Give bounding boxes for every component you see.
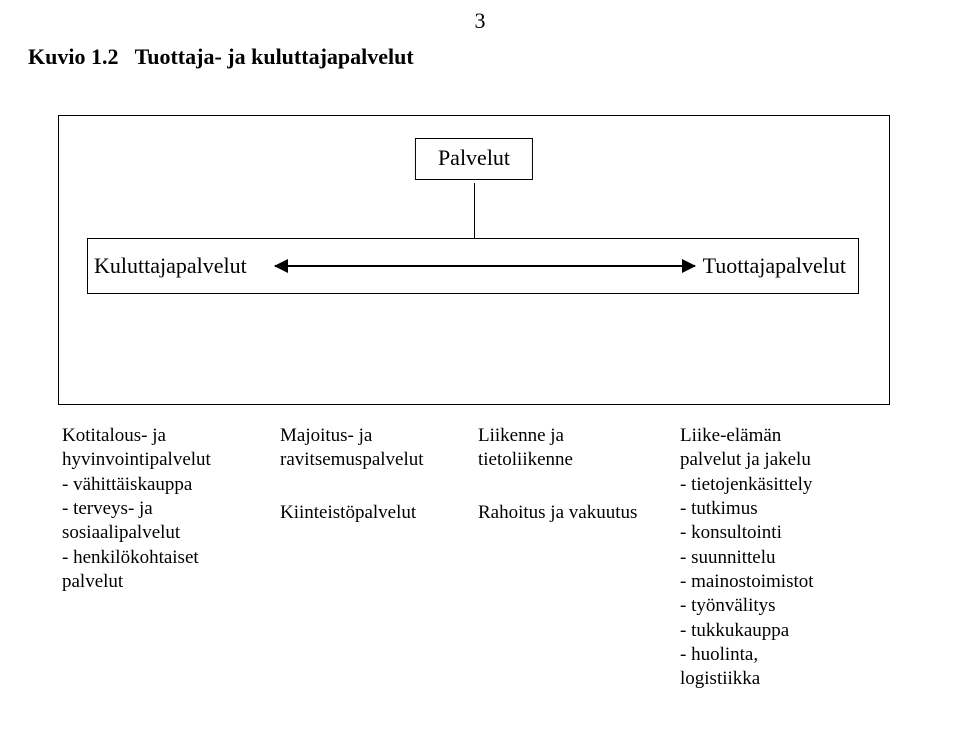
col2-line: Majoitus- ja: [280, 424, 466, 448]
page-number: 3: [475, 8, 486, 34]
title-prefix: Kuvio 1.2: [28, 44, 118, 69]
col4-line: - mainostoimistot: [680, 570, 920, 594]
figure-title: Kuvio 1.2 Tuottaja- ja kuluttajapalvelut: [28, 44, 414, 70]
col4-block: Liike-elämän palvelut ja jakelu - tietoj…: [680, 424, 920, 691]
col4-line: - tutkimus: [680, 497, 920, 521]
col1-line: - henkilökohtaiset: [62, 546, 268, 570]
diagram-right-label: Tuottajapalvelut: [703, 253, 852, 279]
col2-line: ravitsemuspalvelut: [280, 448, 466, 472]
col3-line: Liikenne ja: [478, 424, 668, 448]
col1-line: - vähittäiskauppa: [62, 473, 268, 497]
col4-line: Liike-elämän: [680, 424, 920, 448]
col3-block2: Rahoitus ja vakuutus: [478, 501, 668, 525]
col1-line: Kotitalous- ja: [62, 424, 268, 448]
col1-line: - terveys- ja: [62, 497, 268, 521]
column-3: Liikenne ja tietoliikenne Rahoitus ja va…: [478, 424, 680, 691]
columns-area: Kotitalous- ja hyvinvointipalvelut - väh…: [62, 424, 938, 691]
diagram-root-node: Palvelut: [415, 138, 533, 180]
col4-line: - tietojenkäsittely: [680, 473, 920, 497]
diagram-frame: Palvelut Kuluttajapalvelut Tuottajapalve…: [58, 115, 890, 405]
col2-line: Kiinteistöpalvelut: [280, 501, 466, 525]
col3-line: Rahoitus ja vakuutus: [478, 501, 668, 525]
title-rest: Tuottaja- ja kuluttajapalvelut: [135, 44, 414, 69]
double-arrow-icon: [275, 261, 695, 271]
col1-block: Kotitalous- ja hyvinvointipalvelut - väh…: [62, 424, 268, 594]
col4-line: logistiikka: [680, 667, 920, 691]
col1-line: palvelut: [62, 570, 268, 594]
col2-block1: Majoitus- ja ravitsemuspalvelut: [280, 424, 466, 473]
column-2: Majoitus- ja ravitsemuspalvelut Kiinteis…: [280, 424, 478, 691]
col3-line: tietoliikenne: [478, 448, 668, 472]
diagram-row-inner: Kuluttajapalvelut Tuottajapalvelut: [88, 253, 858, 279]
col3-block1: Liikenne ja tietoliikenne: [478, 424, 668, 473]
col4-line: - huolinta,: [680, 643, 920, 667]
col2-block2: Kiinteistöpalvelut: [280, 501, 466, 525]
page: 3 Kuvio 1.2 Tuottaja- ja kuluttajapalvel…: [0, 0, 960, 738]
col1-line: hyvinvointipalvelut: [62, 448, 268, 472]
diagram-row-box: Kuluttajapalvelut Tuottajapalvelut: [87, 238, 859, 294]
col4-line: - konsultointi: [680, 521, 920, 545]
column-1: Kotitalous- ja hyvinvointipalvelut - väh…: [62, 424, 280, 691]
col4-line: palvelut ja jakelu: [680, 448, 920, 472]
col1-line: sosiaalipalvelut: [62, 521, 268, 545]
col4-line: - suunnittelu: [680, 546, 920, 570]
diagram-left-label: Kuluttajapalvelut: [94, 253, 247, 279]
col4-line: - tukkukauppa: [680, 619, 920, 643]
col4-line: - työnvälitys: [680, 594, 920, 618]
column-4: Liike-elämän palvelut ja jakelu - tietoj…: [680, 424, 920, 691]
diagram-stem: [474, 183, 475, 238]
